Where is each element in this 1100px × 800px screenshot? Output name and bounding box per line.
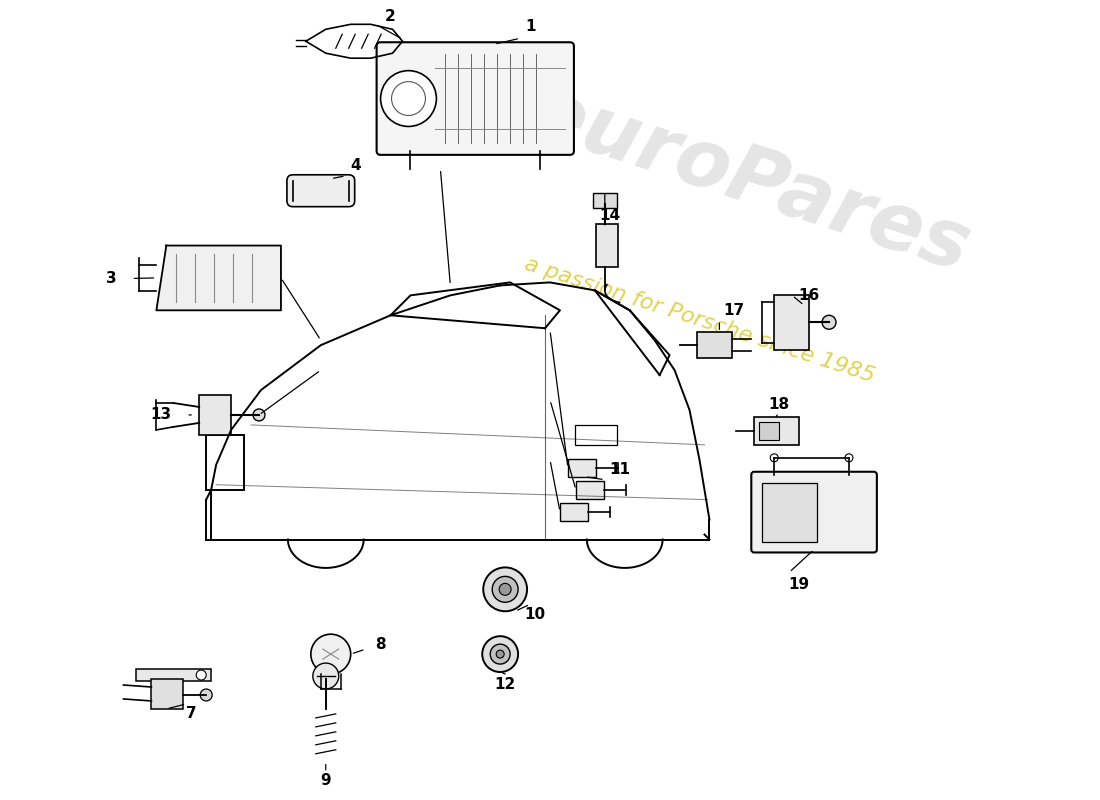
FancyBboxPatch shape <box>287 174 354 206</box>
Bar <box>576 481 604 498</box>
Text: 16: 16 <box>799 288 820 303</box>
Bar <box>762 482 817 542</box>
Text: 18: 18 <box>769 398 790 413</box>
Text: 9: 9 <box>320 773 331 788</box>
FancyBboxPatch shape <box>376 42 574 155</box>
Circle shape <box>770 454 778 462</box>
Bar <box>136 669 211 681</box>
Circle shape <box>311 634 351 674</box>
Text: a passion for Porsche since 1985: a passion for Porsche since 1985 <box>521 254 877 386</box>
Bar <box>755 417 799 445</box>
Circle shape <box>483 567 527 611</box>
Circle shape <box>381 70 437 126</box>
Text: 13: 13 <box>151 407 172 422</box>
Text: 14: 14 <box>600 208 620 223</box>
Text: 7: 7 <box>186 706 197 722</box>
Circle shape <box>499 583 512 595</box>
Bar <box>697 332 733 358</box>
Circle shape <box>200 689 212 701</box>
Circle shape <box>822 315 836 330</box>
Circle shape <box>482 636 518 672</box>
Bar <box>759 422 779 440</box>
Text: 19: 19 <box>789 577 810 592</box>
Polygon shape <box>156 246 280 310</box>
Circle shape <box>196 670 206 680</box>
Text: euroPares: euroPares <box>520 73 979 289</box>
FancyBboxPatch shape <box>751 472 877 553</box>
Circle shape <box>496 650 504 658</box>
Circle shape <box>253 409 265 421</box>
Bar <box>152 679 184 709</box>
Bar <box>575 425 617 445</box>
Circle shape <box>491 644 510 664</box>
Text: 17: 17 <box>724 303 745 318</box>
Circle shape <box>312 663 339 689</box>
Bar <box>206 435 244 490</box>
Text: 8: 8 <box>375 637 386 652</box>
Bar <box>199 395 231 435</box>
Bar <box>568 458 596 477</box>
Bar <box>593 193 617 208</box>
Text: 11: 11 <box>609 462 630 478</box>
Text: 12: 12 <box>495 677 516 691</box>
Text: 3: 3 <box>107 271 117 286</box>
Text: 10: 10 <box>525 606 546 622</box>
Circle shape <box>492 576 518 602</box>
Bar <box>596 224 618 267</box>
Circle shape <box>845 454 853 462</box>
Bar <box>560 502 587 521</box>
Text: 1: 1 <box>525 19 536 34</box>
Text: 4: 4 <box>351 158 361 174</box>
Bar <box>774 295 810 350</box>
Text: 2: 2 <box>385 9 396 24</box>
